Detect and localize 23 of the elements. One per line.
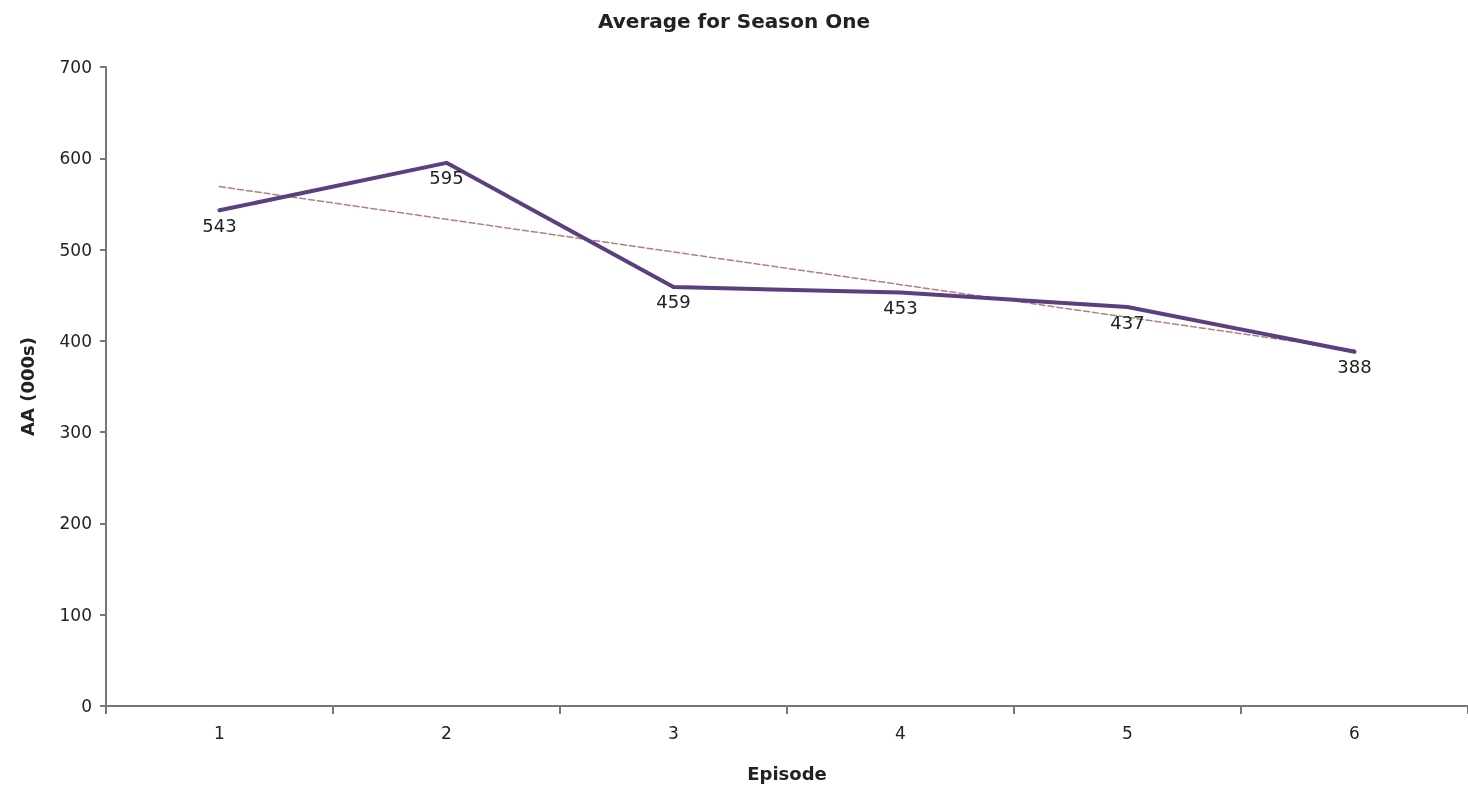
y-tick-label: 600 [59, 148, 92, 169]
data-label: 453 [883, 296, 918, 318]
y-tick-label: 0 [81, 696, 92, 716]
data-label: 459 [656, 291, 691, 313]
y-tick-label: 700 [59, 57, 92, 77]
y-tick-label: 400 [59, 330, 92, 351]
x-tick-label: 4 [895, 722, 906, 743]
y-tick-label: 500 [59, 239, 92, 260]
x-tick-label: 1 [214, 722, 225, 743]
x-tick-label: 6 [1349, 722, 1360, 743]
x-tick-label: 5 [1122, 722, 1133, 743]
chart-title: Average for Season One [598, 9, 870, 33]
x-tick-label: 2 [441, 722, 452, 743]
y-axis-title: AA (000s) [16, 337, 38, 436]
y-tick-label: 300 [59, 422, 92, 443]
x-axis-title: Episode [747, 762, 827, 784]
x-tick-label: 3 [668, 722, 679, 743]
data-label: 595 [429, 167, 464, 189]
data-label: 543 [202, 214, 237, 236]
y-tick-label: 200 [59, 513, 92, 534]
data-label: 437 [1110, 311, 1145, 333]
y-tick-label: 100 [59, 604, 92, 625]
data-label: 388 [1337, 356, 1372, 378]
